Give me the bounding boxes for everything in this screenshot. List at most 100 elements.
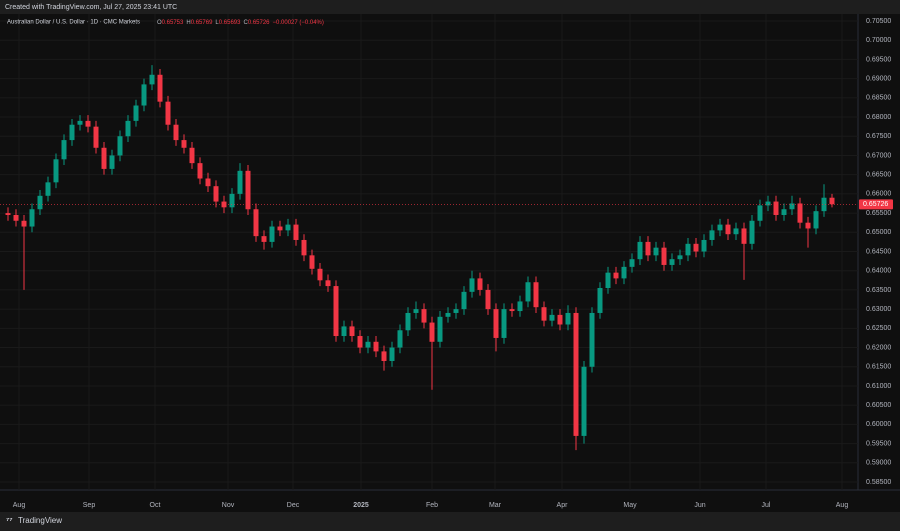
candle-body <box>669 259 675 265</box>
candle-body <box>317 268 323 281</box>
candle-body <box>573 312 579 436</box>
candle-body <box>741 228 747 244</box>
y-tick-label: 0.63500 <box>866 287 891 294</box>
candle-body <box>581 366 587 436</box>
candle-body <box>805 222 811 229</box>
candle-body <box>645 241 651 256</box>
y-tick-label: 0.62000 <box>866 344 891 351</box>
candle-body <box>389 347 395 361</box>
ohlc-item: 0.65726 <box>248 20 270 26</box>
candle-body <box>397 330 403 348</box>
y-tick-label: 0.69000 <box>866 75 891 82</box>
x-tick-label: May <box>623 502 637 509</box>
candle-body <box>293 224 299 240</box>
candle-body <box>461 291 467 310</box>
candle-body <box>445 312 451 317</box>
candle-body <box>341 326 347 337</box>
y-tick-label: 0.64000 <box>866 268 891 275</box>
candle-body <box>789 203 795 210</box>
candle-body <box>733 228 739 235</box>
candle-body <box>629 259 635 267</box>
candle-body <box>109 155 115 169</box>
y-tick-label: 0.63000 <box>866 306 891 313</box>
candle-body <box>261 236 267 242</box>
y-tick-label: 0.69500 <box>866 56 891 63</box>
candle-body <box>469 278 475 292</box>
ohlc-item: C <box>243 20 248 26</box>
x-tick-label: Nov <box>222 502 235 509</box>
candle-body <box>813 211 819 229</box>
ohlc-item: O <box>157 20 162 26</box>
candle-body <box>493 309 499 338</box>
candle-body <box>541 307 547 321</box>
candle-body <box>125 120 131 137</box>
y-tick-label: 0.61500 <box>866 364 891 371</box>
y-tick-label: 0.68500 <box>866 95 891 102</box>
candle-body <box>725 224 731 235</box>
candle-body <box>253 209 259 237</box>
candle-body <box>221 201 227 208</box>
candle-body <box>245 170 251 210</box>
candle-body <box>173 124 179 141</box>
candle-body <box>565 312 571 325</box>
candle-body <box>765 201 771 206</box>
x-tick-label: Jun <box>694 502 705 509</box>
candle-body <box>797 203 803 223</box>
candle-body <box>21 220 27 227</box>
ohlc-item: 0.65753 <box>162 20 184 26</box>
candle-body <box>349 326 355 337</box>
logo-mark: ⁷⁷ <box>6 516 13 525</box>
candle-body <box>45 182 51 196</box>
candle-body <box>821 197 827 212</box>
candle-body <box>637 241 643 260</box>
last-price-box <box>859 199 893 210</box>
candle-body <box>701 239 707 252</box>
candle-body <box>165 101 171 125</box>
footer-brand: TradingView <box>18 516 62 525</box>
candle-body <box>333 286 339 337</box>
y-tick-label: 0.67000 <box>866 152 891 159</box>
candle-body <box>557 314 563 325</box>
candle-body <box>117 136 123 156</box>
candle-body <box>749 220 755 244</box>
candle-body <box>773 201 779 216</box>
candle-body <box>829 197 835 205</box>
candle-body <box>101 147 107 169</box>
candle-body <box>373 341 379 352</box>
x-tick-label: Sep <box>83 502 96 509</box>
candle-body <box>53 159 59 183</box>
grid <box>0 14 858 490</box>
x-tick-label: 2025 <box>353 502 369 509</box>
y-tick-label: 0.70000 <box>866 37 891 44</box>
candle-body <box>549 314 555 321</box>
y-tick-label: 0.62500 <box>866 325 891 332</box>
y-tick-label: 0.58500 <box>866 479 891 486</box>
candle-body <box>157 74 163 102</box>
candles <box>5 65 835 451</box>
candle-body <box>213 186 219 202</box>
candle-body <box>141 84 147 106</box>
candle-body <box>85 120 91 127</box>
candle-body <box>509 309 515 312</box>
y-tick-label: 0.65000 <box>866 229 891 236</box>
candle-body <box>589 312 595 367</box>
candle-body <box>477 278 483 290</box>
candle-body <box>229 193 235 208</box>
candle-body <box>421 309 427 323</box>
candle-body <box>205 178 211 187</box>
candle-body <box>693 243 699 252</box>
symbol-title: Australian Dollar / U.S. Dollar · 1D · C… <box>7 20 140 26</box>
candle-body <box>525 282 531 302</box>
candle-body <box>189 147 195 164</box>
candle-body <box>413 309 419 313</box>
candle-body <box>325 280 331 287</box>
candle-body <box>93 126 99 148</box>
x-tick-label: Dec <box>287 502 300 509</box>
ohlc-item: L <box>215 20 219 26</box>
candle-body <box>621 266 627 279</box>
candle-body <box>605 272 611 288</box>
y-tick-label: 0.67500 <box>866 133 891 140</box>
footer-bar <box>0 512 900 531</box>
candle-body <box>13 215 19 221</box>
y-tick-label: 0.64500 <box>866 248 891 255</box>
